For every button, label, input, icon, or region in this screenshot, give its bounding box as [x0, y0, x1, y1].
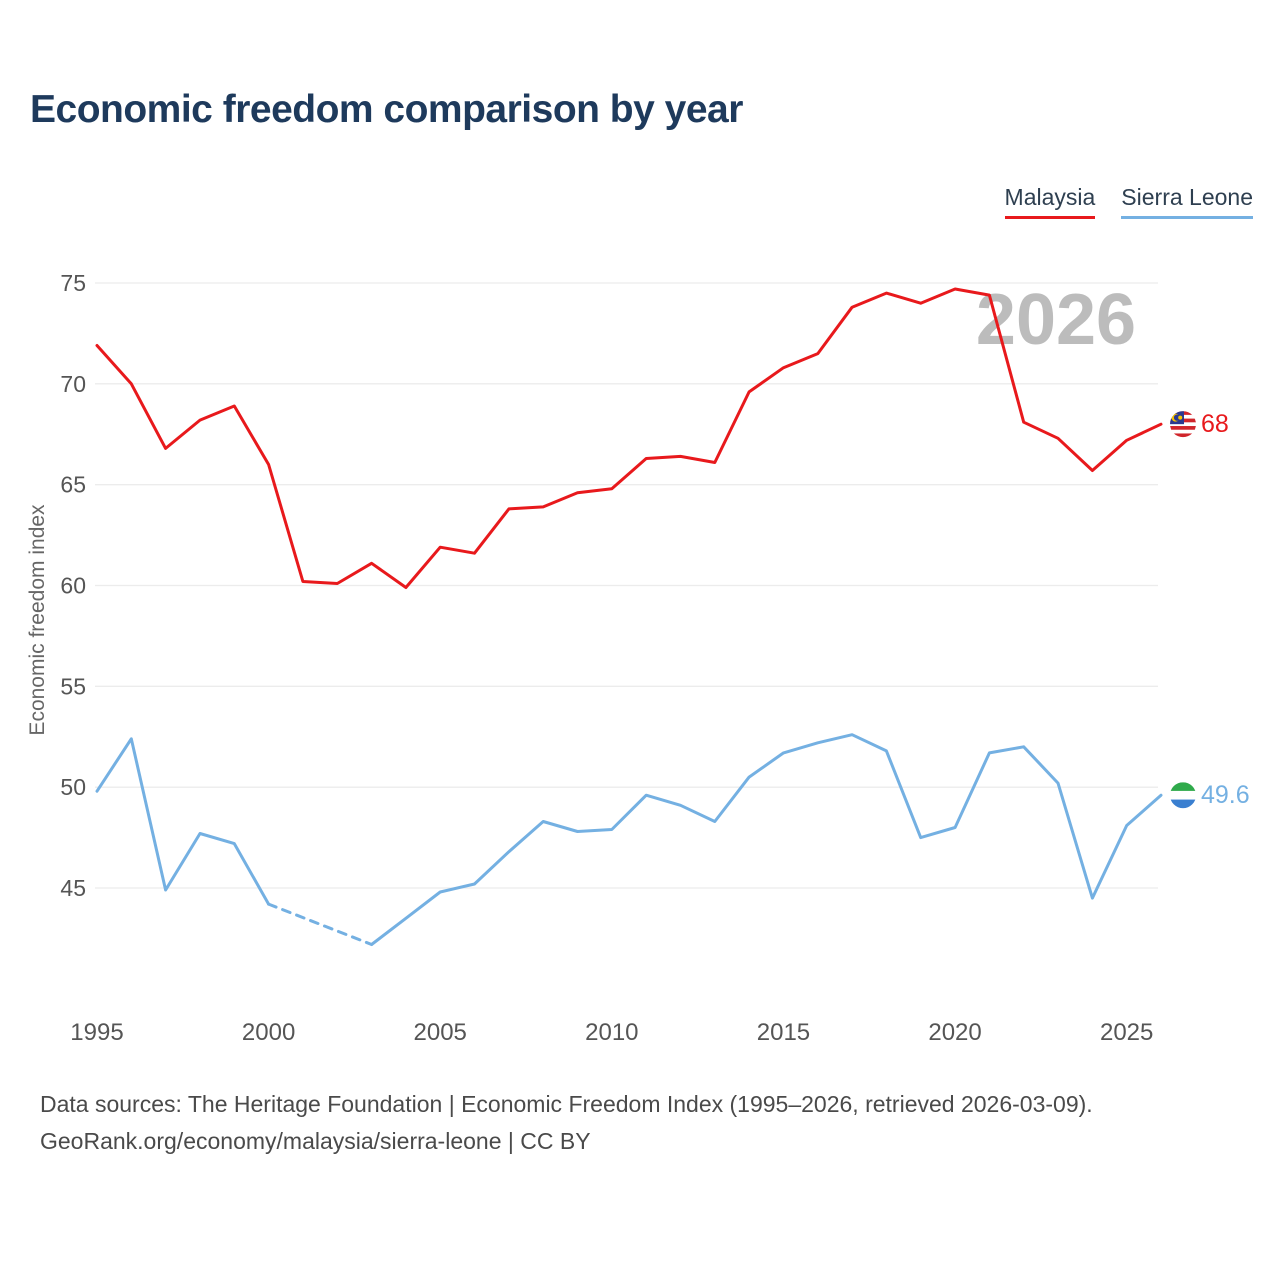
- x-tick-label: 2000: [242, 1019, 295, 1046]
- x-tick-label: 1995: [70, 1019, 123, 1046]
- malaysia-flag-icon: [1170, 411, 1196, 438]
- series-malaysia: [95, 287, 1163, 589]
- legend-item-sierra-leone[interactable]: Sierra Leone: [1121, 184, 1253, 219]
- series-line-malaysia: [95, 287, 1163, 589]
- sierra-leone-flag-icon: [1170, 782, 1196, 809]
- missing-data-dashed-line: [267, 902, 374, 946]
- series-line-sierra-leone: [95, 737, 271, 906]
- footer-sources: Data sources: The Heritage Foundation | …: [40, 1091, 1093, 1117]
- x-tick-label: 2020: [928, 1019, 981, 1046]
- legend: Malaysia Sierra Leone: [1004, 184, 1253, 219]
- series-sierra-leone: [95, 733, 1163, 946]
- x-tick-label: 2025: [1100, 1019, 1153, 1046]
- x-tick-label: 2015: [757, 1019, 810, 1046]
- y-tick-label: 55: [60, 673, 86, 699]
- legend-item-malaysia[interactable]: Malaysia: [1004, 184, 1096, 219]
- footer-attribution: GeoRank.org/economy/malaysia/sierra-leon…: [40, 1128, 591, 1154]
- x-tick-label: 2010: [585, 1019, 638, 1046]
- y-tick-label: 50: [60, 774, 86, 800]
- end-value-label-malaysia: 68: [1201, 410, 1229, 438]
- page-title: Economic freedom comparison by year: [30, 88, 743, 131]
- y-axis-title: Economic freedom index: [26, 504, 49, 736]
- end-value-label-sierra-leone: 49.6: [1201, 781, 1250, 809]
- y-tick-label: 65: [60, 472, 86, 498]
- y-tick-label: 75: [60, 270, 86, 296]
- y-tick-label: 45: [60, 875, 86, 901]
- series-line-sierra-leone: [370, 733, 1163, 946]
- y-tick-label: 60: [60, 573, 86, 599]
- y-tick-label: 70: [60, 371, 86, 397]
- x-tick-label: 2005: [414, 1019, 467, 1046]
- watermark-year: 2026: [976, 280, 1136, 360]
- footer: Data sources: The Heritage Foundation | …: [40, 1086, 1093, 1160]
